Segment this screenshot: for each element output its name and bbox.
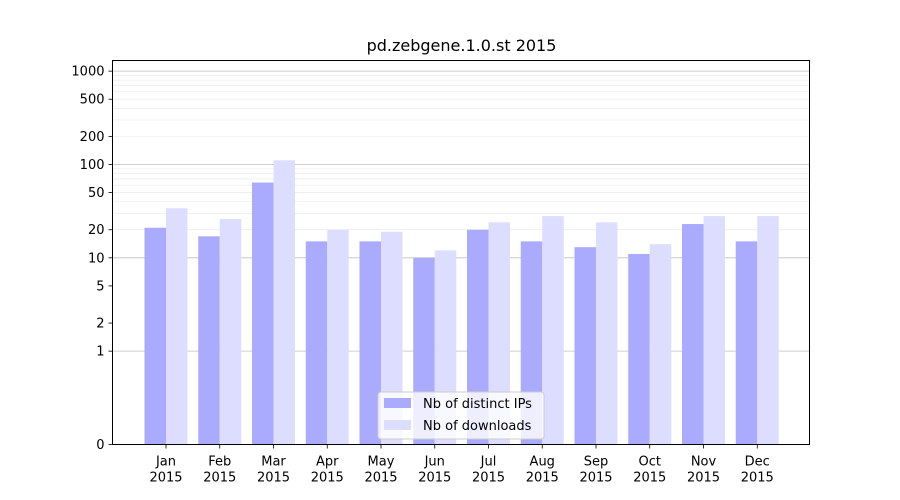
x-tick-label-month: Jun (424, 455, 445, 470)
y-tick-label: 2 (96, 317, 104, 332)
y-tick-label: 500 (80, 93, 105, 108)
y-tick-label: 50 (88, 186, 105, 201)
y-tick-label: 1 (96, 345, 104, 360)
plot-frame (112, 60, 810, 445)
bar-distinct-ips (144, 227, 166, 445)
legend-label-ips: Nb of distinct IPs (423, 397, 532, 412)
bar-downloads (381, 231, 403, 445)
x-tick-label-year: 2015 (257, 471, 290, 486)
bar-distinct-ips (305, 241, 328, 445)
x-tick-label-month: Mar (261, 455, 286, 470)
bar-distinct-ips (252, 182, 274, 445)
x-axis: Jan2015Feb2015Mar2015Apr2015May2015Jun20… (149, 444, 774, 486)
x-tick-label-month: Feb (208, 455, 231, 470)
grid-lines (112, 70, 810, 352)
x-tick-label-month: Aug (530, 455, 555, 470)
x-tick-label-year: 2015 (472, 471, 505, 486)
x-tick-label-year: 2015 (311, 471, 344, 486)
x-tick-label-year: 2015 (633, 471, 666, 486)
bar-downloads (166, 208, 188, 445)
bar-downloads (703, 216, 725, 445)
y-tick-label: 20 (88, 223, 105, 238)
x-tick-label-month: Dec (745, 455, 770, 470)
x-tick-label-month: Apr (316, 455, 339, 470)
bar-downloads (273, 160, 295, 445)
bar-downloads (488, 222, 510, 445)
y-tick-label: 10 (88, 251, 105, 266)
bar-downloads (327, 229, 349, 445)
legend-label-downloads: Nb of downloads (423, 419, 532, 434)
y-tick-label: 1000 (71, 65, 104, 80)
x-tick-label-month: Sep (584, 455, 609, 470)
bar-distinct-ips (682, 224, 704, 445)
bar-distinct-ips (735, 241, 758, 445)
bar-distinct-ips (574, 247, 596, 445)
legend: Nb of distinct IPs Nb of downloads (377, 391, 545, 440)
bar-downloads (542, 216, 564, 445)
bar-downloads (757, 216, 779, 445)
x-tick-label-year: 2015 (364, 471, 397, 486)
y-tick-label: 5 (96, 279, 104, 294)
y-tick-label: 200 (80, 130, 105, 145)
x-tick-label-year: 2015 (203, 471, 236, 486)
bar-downloads (596, 222, 618, 445)
x-tick-label-month: May (368, 455, 395, 470)
bar-downloads (219, 219, 242, 445)
x-tick-label-month: Nov (691, 455, 717, 470)
x-tick-label-year: 2015 (687, 471, 720, 486)
chart-title: pd.zebgene.1.0.st 2015 (367, 36, 557, 55)
x-tick-label-year: 2015 (526, 471, 559, 486)
x-tick-label-year: 2015 (741, 471, 774, 486)
bar-distinct-ips (198, 236, 220, 445)
legend-swatch-ips (384, 398, 411, 408)
y-tick-label: 0 (96, 438, 104, 453)
bar-distinct-ips (359, 241, 381, 445)
x-tick-label-year: 2015 (149, 471, 182, 486)
bar-downloads (649, 244, 672, 445)
x-tick-label-month: Jul (480, 455, 497, 470)
bar-distinct-ips (628, 253, 650, 445)
x-tick-label-month: Oct (639, 455, 661, 470)
x-tick-label-year: 2015 (579, 471, 612, 486)
legend-swatch-downloads (384, 420, 411, 430)
x-tick-label-year: 2015 (418, 471, 451, 486)
y-tick-label: 100 (80, 158, 105, 173)
bar-distinct-ips (467, 229, 489, 445)
x-tick-label-month: Jan (155, 455, 176, 470)
y-axis: 0 1 2 5 10 20 50 100 200 500 1000 (71, 65, 113, 453)
legend-box (377, 391, 545, 440)
